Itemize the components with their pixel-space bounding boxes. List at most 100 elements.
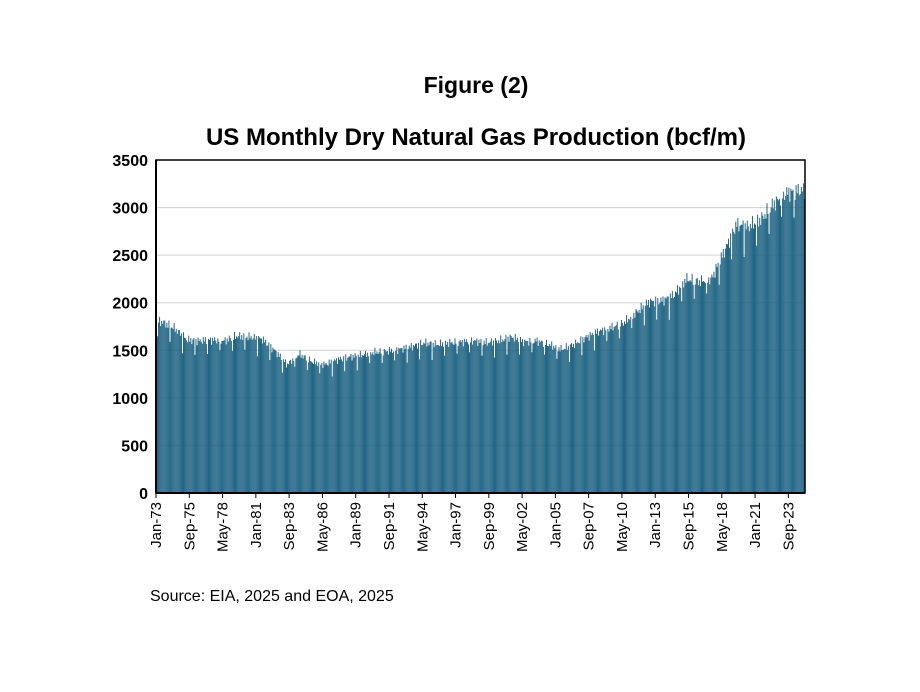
- bar: [199, 339, 201, 493]
- y-tick-label: 1500: [112, 343, 148, 360]
- bar: [327, 365, 329, 493]
- bar: [512, 337, 514, 493]
- bar: [762, 215, 764, 493]
- bar: [606, 340, 608, 493]
- bar: [548, 346, 550, 493]
- bar: [246, 336, 248, 493]
- bar: [798, 195, 800, 493]
- bar: [776, 198, 778, 493]
- bar: [727, 244, 728, 493]
- bar: [440, 346, 442, 493]
- bar: [741, 224, 743, 493]
- bar: [299, 350, 301, 493]
- bar: [605, 330, 607, 493]
- bar: [306, 370, 308, 493]
- bar: [700, 275, 702, 493]
- bar: [773, 200, 775, 494]
- bar: [576, 343, 578, 493]
- bar: [230, 340, 232, 493]
- bar: [688, 281, 690, 493]
- bar: [330, 359, 332, 493]
- bar: [354, 353, 356, 493]
- bar: [568, 362, 570, 493]
- bar: [482, 345, 484, 493]
- bar: [213, 340, 215, 493]
- bar: [208, 338, 209, 493]
- bar: [650, 298, 651, 493]
- bar: [724, 248, 726, 493]
- bar: [492, 340, 494, 493]
- bar: [747, 226, 749, 493]
- bar: [332, 361, 334, 493]
- bar: [607, 329, 609, 493]
- bar: [505, 334, 507, 493]
- bar: [204, 337, 206, 493]
- bar: [340, 356, 342, 493]
- bar: [589, 332, 591, 493]
- bar: [733, 231, 735, 493]
- bar: [690, 281, 692, 493]
- bar: [410, 343, 412, 493]
- bar: [479, 342, 481, 493]
- bar: [590, 335, 592, 493]
- bar: [160, 326, 162, 493]
- bar: [474, 340, 476, 493]
- bar: [400, 348, 402, 493]
- bar: [322, 368, 324, 493]
- bar: [734, 233, 736, 494]
- bar: [648, 307, 650, 493]
- bar: [616, 321, 618, 493]
- bar: [427, 342, 429, 493]
- bar: [714, 277, 716, 493]
- bar: [249, 338, 251, 493]
- bar: [613, 326, 615, 493]
- bar: [753, 228, 754, 493]
- bar: [281, 372, 283, 493]
- bar: [166, 322, 168, 493]
- bar: [764, 214, 766, 493]
- bar: [336, 363, 338, 493]
- bar: [633, 312, 635, 493]
- bar: [158, 322, 160, 493]
- bar: [413, 346, 415, 493]
- bar: [459, 339, 461, 493]
- bar: [603, 334, 605, 493]
- y-tick-label: 3500: [112, 153, 148, 170]
- x-tick-label: Jan-81: [248, 502, 265, 548]
- bar: [458, 341, 460, 493]
- bar: [317, 366, 319, 493]
- bar: [227, 341, 229, 493]
- bar: [212, 337, 214, 493]
- x-tick-label: Sep-75: [181, 502, 198, 550]
- bar: [373, 355, 375, 493]
- bar: [514, 333, 516, 493]
- bar: [668, 319, 670, 493]
- bar: [424, 343, 426, 493]
- bar: [456, 353, 458, 493]
- bar: [447, 341, 449, 493]
- bar: [184, 337, 186, 493]
- bar: [710, 277, 712, 493]
- bar: [751, 216, 753, 493]
- bar: [673, 296, 675, 493]
- bar: [301, 354, 303, 493]
- bar: [244, 349, 246, 493]
- bar: [503, 341, 505, 493]
- bar: [176, 333, 178, 493]
- bar: [228, 335, 230, 493]
- x-tick-label: Jan-97: [448, 502, 465, 548]
- bar: [473, 341, 475, 493]
- bar: [425, 338, 427, 493]
- bar: [468, 344, 469, 493]
- bar: [626, 315, 628, 493]
- bar: [180, 333, 182, 493]
- bar: [328, 359, 330, 493]
- bar: [262, 343, 264, 493]
- bar: [288, 364, 290, 493]
- bar: [206, 354, 208, 493]
- bar: [393, 351, 395, 493]
- x-tick-label: Sep-91: [381, 502, 398, 550]
- bar: [763, 218, 765, 494]
- bar: [630, 316, 632, 493]
- y-axis-ticks: 0 500 1000 1500 2000 2500 3000 3500: [112, 153, 148, 503]
